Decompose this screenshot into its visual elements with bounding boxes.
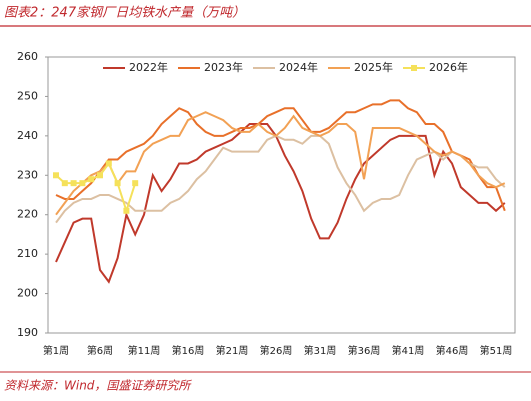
point-marker xyxy=(70,180,77,187)
x-tick-label: 第21周 xyxy=(216,344,249,357)
plot-frame xyxy=(47,56,516,334)
y-tick-label: 230 xyxy=(17,168,38,181)
series-line xyxy=(55,134,506,224)
legend-label: 2023年 xyxy=(204,60,243,74)
legend-label: 2025年 xyxy=(354,60,393,74)
x-tick-label: 第6周 xyxy=(87,344,113,357)
x-tick-label: 第41周 xyxy=(392,344,425,357)
source: 资料来源：Wind，国盛证券研究所 xyxy=(4,379,192,393)
legend-marker xyxy=(411,65,417,71)
x-tick-label: 第1周 xyxy=(43,344,69,357)
y-tick-label: 260 xyxy=(17,50,38,63)
y-tick-label: 200 xyxy=(17,287,38,300)
point-marker xyxy=(61,180,68,187)
x-tick-label: 第46周 xyxy=(436,344,469,357)
title: 图表2：247家钢厂日均铁水产量（万吨） xyxy=(4,5,245,21)
x-tick-label: 第51周 xyxy=(480,344,513,357)
point-marker xyxy=(105,160,112,167)
x-tick-label: 第26周 xyxy=(260,344,293,357)
y-tick-label: 190 xyxy=(17,326,38,339)
legend-label: 2022年 xyxy=(129,60,168,74)
series-line xyxy=(55,161,137,215)
x-tick-label: 第31周 xyxy=(304,344,337,357)
y-tick-label: 240 xyxy=(17,129,38,142)
point-marker xyxy=(53,172,59,179)
x-tick-label: 第36周 xyxy=(348,344,381,357)
point-marker xyxy=(114,180,121,187)
point-marker xyxy=(123,207,130,214)
point-marker xyxy=(97,172,103,179)
series-line xyxy=(55,123,506,284)
series-line xyxy=(55,111,506,216)
point-marker xyxy=(79,180,86,187)
x-tick-label: 第11周 xyxy=(128,344,161,357)
y-tick-label: 220 xyxy=(17,208,38,221)
x-tick-label: 第16周 xyxy=(172,344,205,357)
series-line xyxy=(55,99,506,212)
legend-label: 2024年 xyxy=(279,60,318,74)
y-tick-label: 250 xyxy=(17,89,38,102)
point-marker xyxy=(88,176,95,183)
point-marker xyxy=(132,180,139,187)
y-tick-label: 210 xyxy=(17,247,38,260)
legend-label: 2026年 xyxy=(429,60,468,74)
